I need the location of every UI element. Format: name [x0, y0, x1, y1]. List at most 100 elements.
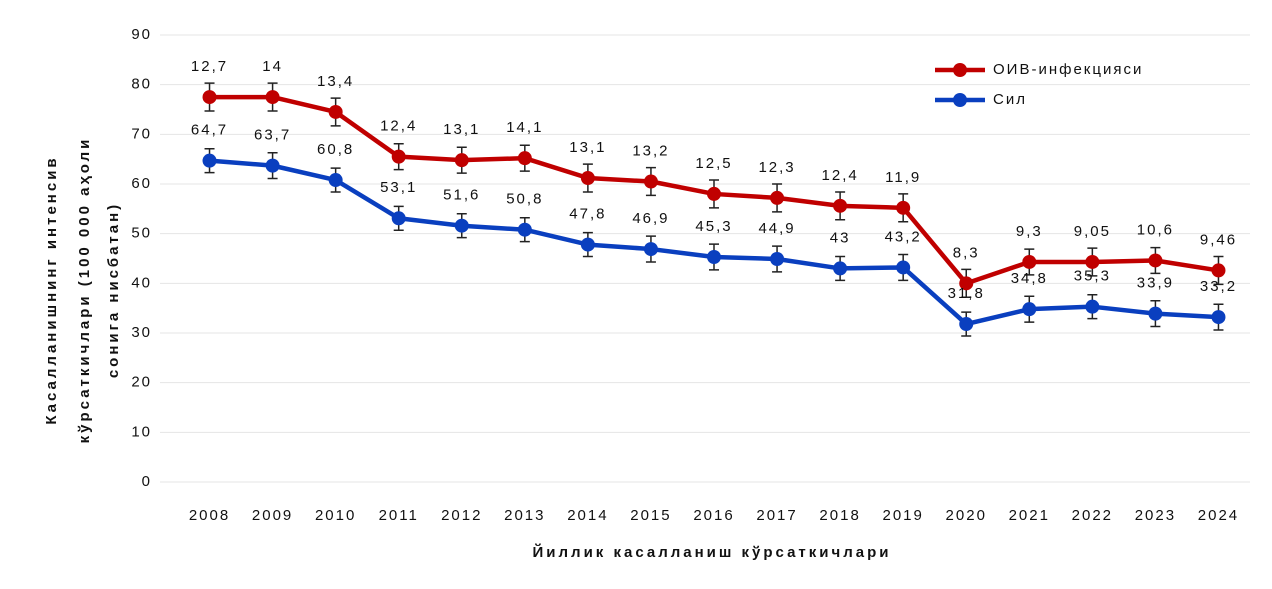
annotation: 13,1	[569, 139, 606, 156]
marker	[454, 153, 469, 168]
marker	[1211, 310, 1226, 325]
y-axis-title: Касалланишнинг интенсив кўрсаткичлари (1…	[43, 137, 122, 444]
data-label: 35,3	[1074, 268, 1111, 285]
marker	[896, 260, 911, 275]
marker	[959, 276, 974, 291]
marker	[517, 222, 532, 237]
data-label: 33,2	[1200, 278, 1237, 295]
marker	[833, 261, 848, 276]
x-tick-label: 2017	[756, 507, 797, 524]
marker	[959, 317, 974, 332]
marker	[1022, 254, 1037, 269]
annotation: 8,3	[953, 244, 980, 261]
data-label: 33,9	[1137, 275, 1174, 292]
marker	[770, 251, 785, 266]
y-title-line: сонига нисбатан)	[105, 202, 122, 378]
data-label: 31,8	[948, 285, 985, 302]
data-label: 47,8	[569, 206, 606, 223]
y-tick-label: 30	[131, 324, 152, 341]
x-tick-label: 2020	[946, 507, 987, 524]
annotation: 9,3	[1016, 223, 1043, 240]
data-label: 53,1	[380, 179, 417, 196]
annotation: 13,1	[443, 121, 480, 138]
marker	[1148, 306, 1163, 321]
marker	[265, 90, 280, 105]
data-label: 64,7	[191, 122, 228, 139]
x-tick-label: 2010	[315, 507, 356, 524]
x-axis-title: Йиллик касалланиш кўрсаткичлари	[533, 543, 892, 561]
annotation: 10,6	[1137, 221, 1174, 238]
annotation: 13,2	[632, 142, 669, 159]
legend-marker	[953, 93, 967, 107]
y-tick-label: 20	[131, 374, 152, 391]
y-tick-label: 60	[131, 175, 152, 192]
y-title-line: кўрсаткичлари (100 000 аҳоли	[76, 137, 93, 444]
annotation: 14	[262, 58, 283, 75]
data-label: 60,8	[317, 141, 354, 158]
marker	[1211, 263, 1226, 278]
marker	[454, 218, 469, 233]
data-label: 45,3	[695, 218, 732, 235]
x-tick-label: 2016	[693, 507, 734, 524]
marker	[1085, 254, 1100, 269]
y-tick-label: 70	[131, 125, 152, 142]
marker	[391, 211, 406, 226]
data-label: 43,2	[885, 228, 922, 245]
legend-label: Сил	[993, 91, 1027, 108]
y-tick-label: 10	[131, 423, 152, 440]
marker	[517, 151, 532, 166]
y-tick-label: 40	[131, 274, 152, 291]
y-tick-label: 0	[142, 473, 152, 490]
marker	[643, 242, 658, 257]
marker	[328, 173, 343, 188]
marker	[707, 250, 721, 265]
marker	[896, 200, 911, 215]
annotation: 11,9	[885, 169, 921, 186]
data-label: 50,8	[506, 191, 543, 208]
marker	[1085, 299, 1100, 314]
x-tick-label: 2014	[567, 507, 608, 524]
annotation: 12,4	[380, 118, 417, 135]
marker	[643, 174, 658, 189]
x-tick-label: 2018	[819, 507, 860, 524]
marker	[265, 158, 280, 173]
annotation: 12,3	[758, 159, 795, 176]
marker	[391, 149, 406, 164]
y-title-line: Касалланишнинг интенсив	[43, 155, 60, 424]
marker	[580, 237, 595, 252]
data-label: 51,6	[443, 187, 480, 204]
data-label: 63,7	[254, 127, 291, 144]
marker	[202, 90, 217, 105]
y-tick-label: 80	[131, 76, 152, 93]
marker	[707, 186, 721, 201]
x-tick-label: 2011	[379, 507, 419, 524]
x-tick-label: 2009	[252, 507, 293, 524]
annotation: 12,5	[695, 155, 732, 172]
marker	[1022, 302, 1037, 317]
annotation: 14,1	[506, 119, 543, 136]
annotation: 9,05	[1074, 223, 1111, 240]
marker	[1148, 253, 1163, 268]
legend-label: ОИВ-инфекцияси	[993, 61, 1143, 78]
x-tick-label: 2019	[882, 507, 923, 524]
legend-marker	[953, 63, 967, 77]
annotation: 9,46	[1200, 231, 1237, 248]
y-tick-label: 50	[131, 225, 152, 242]
x-tick-label: 2015	[630, 507, 671, 524]
annotation: 12,4	[822, 167, 859, 184]
marker	[328, 104, 343, 119]
marker	[580, 171, 595, 186]
data-label: 43	[830, 229, 851, 246]
marker	[202, 153, 217, 168]
x-tick-label: 2023	[1135, 507, 1176, 524]
data-label: 34,8	[1011, 270, 1048, 287]
x-tick-label: 2012	[441, 507, 482, 524]
data-label: 44,9	[758, 220, 795, 237]
x-tick-label: 2024	[1198, 507, 1239, 524]
marker	[770, 190, 785, 205]
data-label: 46,9	[632, 210, 669, 227]
marker	[833, 198, 848, 213]
x-tick-label: 2021	[1009, 507, 1050, 524]
annotation: 13,4	[317, 73, 354, 90]
